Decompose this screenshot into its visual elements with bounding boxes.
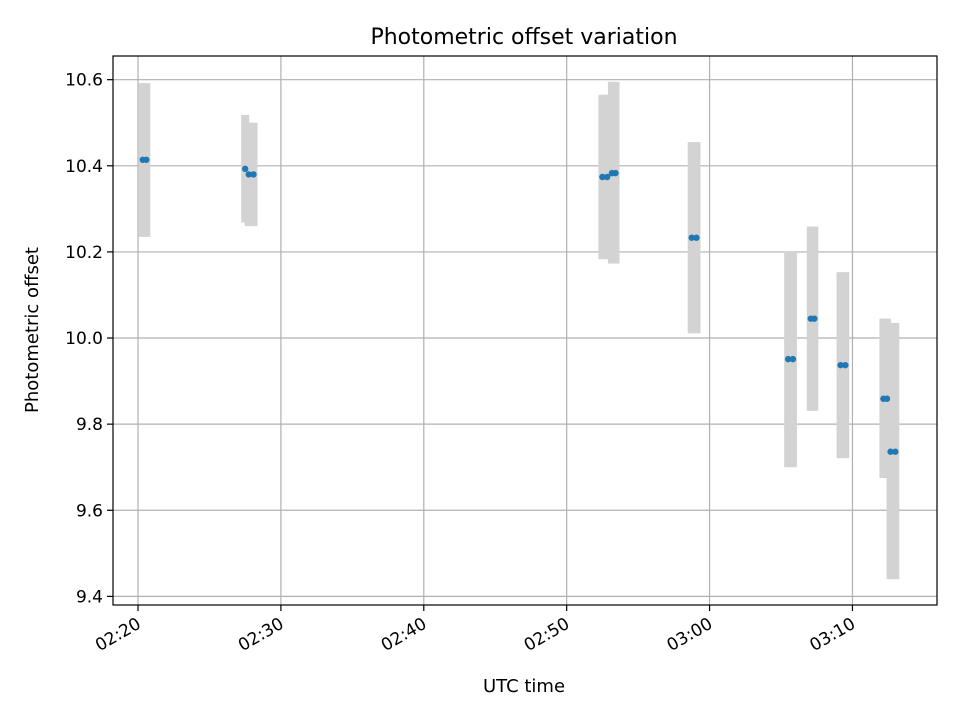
y-tick-label: 10.2: [65, 243, 103, 263]
data-point: [603, 173, 611, 181]
data-point: [887, 448, 894, 455]
data-point: [245, 171, 252, 178]
data-point: [789, 355, 797, 363]
data-point: [599, 173, 606, 181]
chart-title: Photometric offset variation: [370, 25, 677, 50]
y-axis-label: Photometric offset: [22, 247, 43, 413]
data-point: [250, 171, 257, 178]
x-axis-label: UTC time: [483, 676, 565, 697]
y-axis-ticks: 9.4 9.6 9.8 10.0 10.2 10.4 10.6: [65, 71, 113, 607]
y-tick-label: 9.6: [76, 501, 103, 521]
y-tick-label: 10.6: [65, 71, 103, 91]
y-tick-label: 10.0: [65, 329, 103, 349]
y-tick-label: 9.8: [76, 415, 103, 435]
data-points: [139, 156, 899, 455]
data-point: [811, 315, 818, 322]
data-point: [842, 361, 849, 369]
data-point: [883, 395, 891, 402]
data-point: [892, 448, 899, 455]
data-point: [612, 169, 619, 177]
grid: [113, 56, 937, 605]
data-point: [837, 361, 844, 369]
data-point: [784, 355, 792, 363]
y-tick-label: 9.4: [76, 587, 103, 607]
y-tick-label: 10.4: [65, 157, 103, 177]
data-point: [241, 165, 249, 173]
plot-frame: [112, 55, 938, 606]
data-point: [688, 234, 695, 241]
data-point: [693, 234, 700, 241]
data-point: [143, 156, 150, 163]
